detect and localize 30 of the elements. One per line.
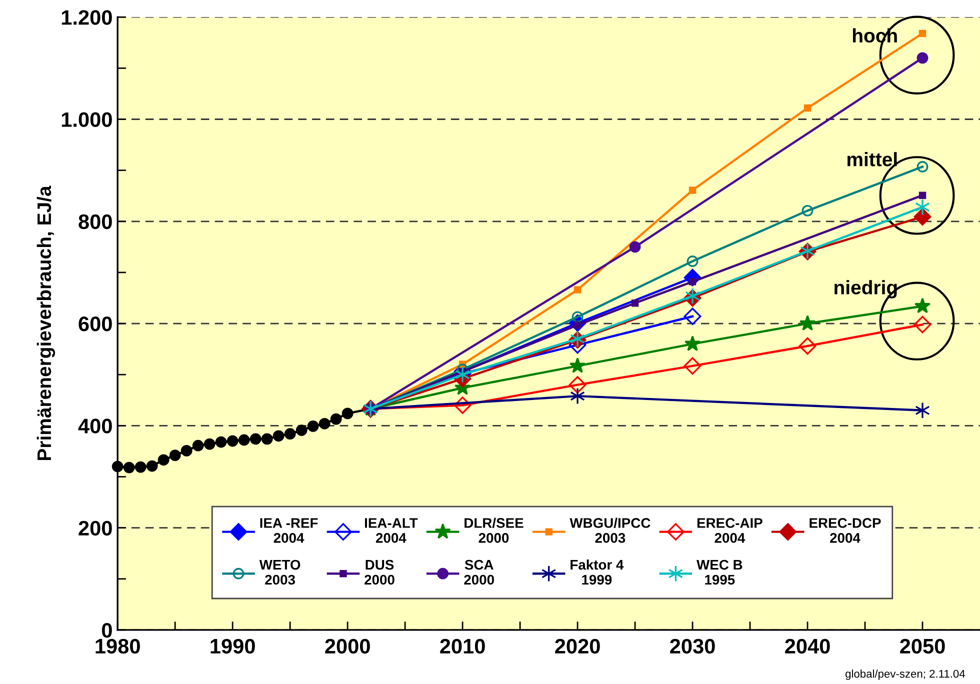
legend-label: DLR/SEE 2000 [464, 518, 524, 543]
y-tick-label: 800 [78, 214, 112, 230]
y-tick-label: 0 [102, 622, 112, 638]
x-tick-label: 2040 [785, 638, 830, 654]
annotation: mittel [848, 152, 897, 166]
legend-label: EREC-AIP 2004 [697, 518, 762, 543]
x-tick-label: 2020 [555, 638, 600, 654]
legend-label: EREC-DCP 2004 [810, 518, 881, 543]
legend-label: WETO 2003 [259, 560, 300, 585]
legend-label: IEA-ALT 2004 [364, 518, 418, 543]
y-tick-label: 400 [78, 418, 112, 434]
text: global/pev-szen; 2.11.04 [846, 670, 965, 680]
legend-label: Faktor 4 1999 [570, 559, 624, 585]
x-tick-label: 2030 [670, 638, 715, 654]
legend-label: WBGU/IPCC 2003 [570, 518, 650, 543]
legend-label: SCA 2000 [464, 560, 494, 585]
y-tick-label: 600 [78, 316, 112, 332]
x-tick-label: 2010 [440, 638, 485, 654]
y-tick-label: 1.200 [62, 10, 112, 25]
y-axis-title: Primärenergieverbrauch, EJ/a [36, 186, 56, 460]
legend-label: DUS 2000 [364, 560, 394, 585]
annotation: niedrig [834, 280, 897, 298]
y-tick-label: 1.000 [62, 112, 112, 127]
x-tick-label: 2000 [325, 638, 370, 654]
y-tick-label: 200 [78, 520, 112, 536]
x-tick-label: 1980 [96, 638, 140, 654]
x-tick-label: 1990 [210, 638, 255, 654]
legend-label: IEA -REF 2004 [260, 518, 318, 543]
x-tick-label: 2050 [900, 638, 945, 654]
legend-label: WEC B 1995 [696, 560, 742, 585]
